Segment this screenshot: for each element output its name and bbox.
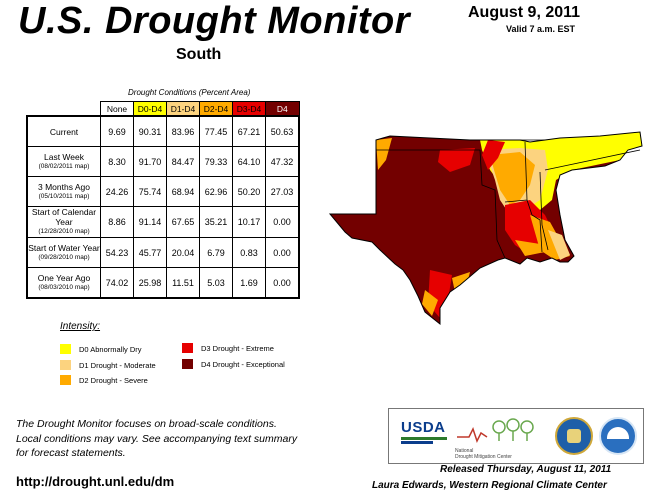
table-cell: 83.96 (166, 115, 200, 147)
seal-emblem (567, 429, 581, 443)
note-line: The Drought Monitor focuses on broad-sca… (16, 418, 277, 430)
column-header: D4 (265, 101, 300, 117)
legend-item-d3: D3 Drought - Extreme (182, 343, 274, 353)
table-cell: 45.77 (133, 237, 167, 268)
row-label-text: Start of Calendar Year (31, 207, 97, 227)
table-cell: 91.70 (133, 146, 167, 177)
release-date: Released Thursday, August 11, 2011 (440, 464, 612, 475)
table-cell: 90.31 (133, 115, 167, 147)
note-line: for forecast statements. (16, 447, 126, 459)
table-cell: 50.63 (265, 115, 300, 147)
d1-area-coast (548, 230, 570, 260)
row-label-text: 3 Months Ago (38, 181, 90, 192)
commerce-seal-icon (555, 417, 593, 455)
row-label: Last Week (08/02/2011 map) (26, 146, 101, 177)
table-body: Current 9.69 90.31 83.96 77.45 67.21 50.63 Last… (26, 115, 300, 299)
drought-stats-table: None D0-D4 D1-D4 D2-D4 D3-D4 D4 Current 9… (26, 101, 300, 299)
column-header: None (100, 101, 134, 117)
ndmc-logo: National Drought Mitigation Center (455, 417, 541, 460)
table-cell: 11.51 (166, 267, 200, 299)
legend-swatch (60, 375, 71, 385)
table-header-row: None D0-D4 D1-D4 D2-D4 D3-D4 D4 (27, 101, 300, 117)
table-cell: 50.20 (232, 176, 266, 207)
table-cell: 74.02 (100, 267, 134, 299)
valid-time: Valid 7 a.m. EST (506, 24, 576, 34)
noaa-logo-icon (599, 417, 637, 455)
legend-title: Intensity: (60, 321, 101, 332)
table-cell: 1.69 (232, 267, 266, 299)
legend-label: D0 Abnormally Dry (79, 344, 142, 354)
row-sublabel: (09/28/2010 map) (38, 253, 90, 261)
partner-logos: USDA National Drought Mitigation Center (388, 408, 644, 464)
note-line: Local conditions may vary. See accompany… (16, 433, 298, 445)
d2-area-panhandle (376, 138, 392, 170)
row-sublabel: (08/03/2010 map) (38, 283, 90, 291)
table-caption: Drought Conditions (Percent Area) (128, 88, 251, 97)
legend-item-d0: D0 Abnormally Dry (60, 344, 142, 354)
website-link[interactable]: http://drought.unl.edu/dm (16, 474, 175, 489)
table-cell: 10.17 (232, 206, 266, 238)
usda-text: USDA (401, 419, 446, 436)
row-label-text: One Year Ago (37, 272, 91, 283)
row-label-text: Start of Water Year (28, 242, 100, 253)
d3-area-north (482, 140, 505, 170)
tree-icon (457, 418, 534, 443)
usda-underline-2 (401, 441, 434, 444)
map-title: U.S. Drought Monitor (18, 0, 411, 42)
table-cell: 54.23 (100, 237, 134, 268)
row-label: One Year Ago (08/03/2010 map) (26, 267, 101, 299)
table-cell: 5.03 (199, 267, 233, 299)
legend-swatch (60, 344, 71, 354)
table-cell: 27.03 (265, 176, 300, 207)
legend-label: D1 Drought - Moderate (79, 360, 156, 370)
ndmc-line2: Drought Mitigation Center (455, 454, 512, 460)
map-date: August 9, 2011 (468, 4, 581, 21)
table-cell: 67.21 (232, 115, 266, 147)
region-name: South (176, 46, 222, 63)
table-row: Start of Water Year (09/28/2010 map) 54.23… (26, 237, 300, 268)
table-cell: 47.32 (265, 146, 300, 177)
column-header: D1-D4 (166, 101, 200, 117)
table-row: Current 9.69 90.31 83.96 77.45 67.21 50.63 (26, 115, 300, 147)
noaa-bird (607, 427, 629, 439)
table-cell: 35.21 (199, 206, 233, 238)
row-sublabel: (08/02/2011 map) (38, 162, 90, 170)
ndmc-line1: National (455, 448, 474, 454)
legend-label: D2 Drought - Severe (79, 375, 148, 385)
usda-logo: USDA (401, 419, 447, 444)
table-cell: 20.04 (166, 237, 200, 268)
author-credit: Laura Edwards, Western Regional Climate … (372, 480, 607, 491)
row-sublabel: (12/28/2010 map) (38, 228, 90, 235)
region-outline (328, 131, 643, 326)
table-cell: 77.45 (199, 115, 233, 147)
table-cell: 0.83 (232, 237, 266, 268)
row-label-text: Last Week (43, 151, 84, 162)
table-cell: 0.00 (265, 237, 300, 268)
legend-label: D4 Drought - Exceptional (201, 359, 285, 369)
state-borders (376, 139, 641, 259)
d2-area-louisiana (515, 240, 545, 256)
legend-swatch (60, 360, 71, 370)
table-cell: 0.00 (265, 206, 300, 238)
legend-label: D3 Drought - Extreme (201, 343, 274, 353)
legend-swatch (182, 343, 193, 353)
table-row: One Year Ago (08/03/2010 map) 74.02 25.98 11… (26, 267, 300, 299)
d2-area (490, 152, 535, 205)
row-label-text: Current (49, 126, 79, 137)
table-cell: 0.00 (265, 267, 300, 299)
table-cell: 9.69 (100, 115, 134, 147)
drought-areas (330, 132, 642, 324)
table-cell: 84.47 (166, 146, 200, 177)
d3-area-oklahoma (438, 148, 475, 172)
column-header: D0-D4 (133, 101, 167, 117)
legend-item-d2: D2 Drought - Severe (60, 375, 148, 385)
d2-area-south-texas (422, 290, 438, 316)
legend-swatch (182, 359, 193, 369)
row-sublabel: (05/10/2011 map) (38, 192, 90, 200)
table-row: Last Week (08/02/2011 map) 8.30 91.70 84.47 7… (26, 146, 300, 177)
usda-underline (401, 437, 447, 440)
legend-item-d4: D4 Drought - Exceptional (182, 359, 285, 369)
legend-item-d1: D1 Drought - Moderate (60, 360, 156, 370)
